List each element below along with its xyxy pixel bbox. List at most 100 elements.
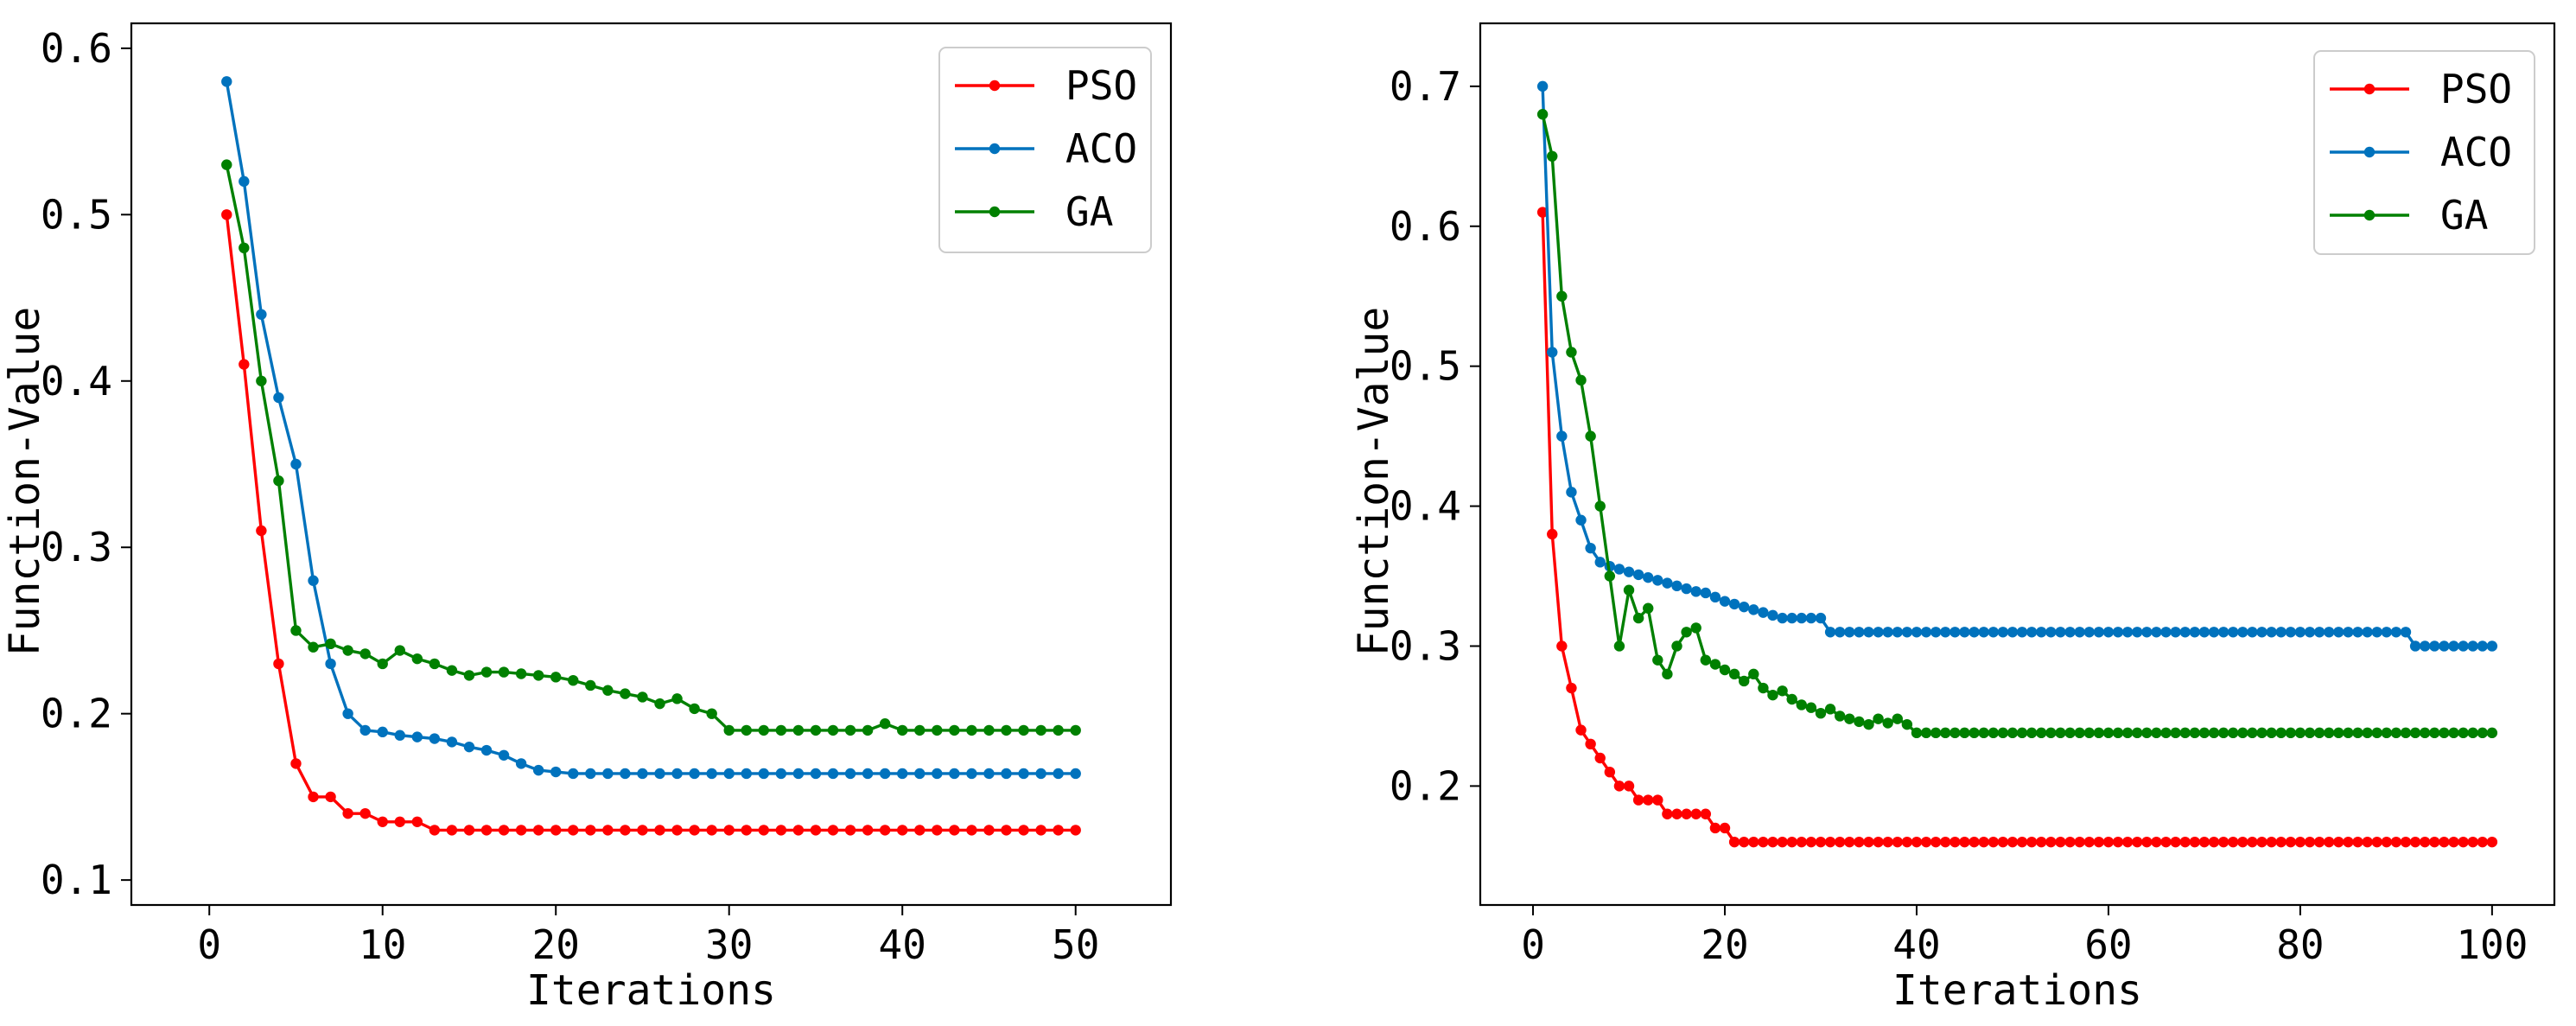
data-point-ga — [2151, 727, 2162, 739]
data-point-aco — [1959, 627, 1970, 638]
y-tick-label: 0.6 — [41, 25, 112, 72]
data-point-aco — [1681, 583, 1692, 595]
y-tick-label: 0.1 — [41, 857, 112, 903]
data-point-ga — [1834, 711, 1846, 722]
data-point-ga — [2458, 727, 2469, 739]
data-point-aco — [2151, 627, 2162, 638]
data-point-pso — [1930, 836, 1942, 848]
data-point-ga — [1681, 627, 1692, 638]
data-point-aco — [342, 708, 353, 719]
data-point-pso — [2208, 836, 2220, 848]
data-point-pso — [2275, 836, 2287, 848]
data-point-pso — [1978, 836, 1989, 848]
data-point-aco — [723, 768, 735, 780]
data-point-aco — [2083, 627, 2095, 638]
data-point-ga — [2285, 727, 2296, 739]
data-point-pso — [2074, 836, 2085, 848]
y-axis-label: Function-Value — [1, 307, 49, 657]
data-point-aco — [550, 766, 562, 778]
data-point-aco — [758, 768, 770, 780]
data-point-pso — [620, 825, 631, 836]
data-point-pso — [325, 791, 336, 803]
data-point-ga — [810, 724, 822, 736]
data-point-ga — [290, 625, 302, 636]
data-point-ga — [2198, 727, 2210, 739]
data-point-aco — [1575, 514, 1587, 526]
data-point-aco — [775, 768, 787, 780]
data-point-aco — [2343, 627, 2354, 638]
data-point-aco — [256, 309, 267, 320]
data-point-ga — [706, 708, 717, 719]
data-point-pso — [480, 825, 493, 836]
data-point-ga — [879, 718, 891, 730]
data-point-ga — [2371, 727, 2382, 739]
data-point-ga — [1940, 727, 1951, 739]
data-point-pso — [1815, 836, 1827, 848]
data-point-aco — [897, 768, 908, 780]
data-point-ga — [1758, 682, 1769, 694]
data-point-pso — [2285, 836, 2296, 848]
data-point-ga — [620, 688, 631, 699]
data-point-ga — [585, 679, 596, 691]
data-point-aco — [2217, 627, 2229, 638]
data-point-aco — [1815, 612, 1827, 624]
data-point-pso — [1892, 836, 1903, 848]
y-tick-label: 0.4 — [1390, 483, 1461, 530]
data-point-pso — [550, 825, 562, 836]
y-tick-label: 0.5 — [41, 191, 112, 238]
data-point-pso — [1652, 794, 1663, 806]
data-point-ga — [1786, 693, 1797, 705]
data-point-aco — [1863, 627, 1874, 638]
data-point-ga — [2448, 727, 2459, 739]
data-point-aco — [689, 768, 700, 780]
data-point-pso — [2189, 836, 2201, 848]
y-axis-label: Function-Value — [1350, 307, 1398, 657]
data-point-ga — [1585, 430, 1596, 442]
data-point-pso — [308, 791, 319, 803]
data-point-aco — [1536, 80, 1549, 92]
data-point-ga — [2007, 727, 2019, 739]
data-point-pso — [2419, 836, 2431, 848]
data-point-aco — [2074, 627, 2085, 638]
data-point-ga — [1854, 716, 1865, 728]
x-tick-label: 30 — [705, 921, 753, 968]
data-point-aco — [480, 744, 493, 756]
data-point-pso — [273, 658, 284, 670]
data-point-aco — [862, 768, 874, 780]
data-point-aco — [983, 768, 995, 780]
data-point-ga — [2429, 727, 2440, 739]
data-point-aco — [2179, 627, 2191, 638]
data-point-ga — [689, 703, 700, 715]
data-point-ga — [1911, 727, 1923, 739]
data-point-aco — [532, 764, 544, 776]
data-point-pso — [2141, 836, 2153, 848]
data-point-aco — [2160, 627, 2172, 638]
data-point-aco — [1854, 627, 1865, 638]
data-point-pso — [1575, 724, 1587, 736]
data-point-aco — [1671, 580, 1682, 592]
data-point-ga — [1920, 727, 1932, 739]
data-point-pso — [2016, 836, 2028, 848]
data-point-aco — [844, 768, 856, 780]
legend-marker-pso — [989, 80, 1001, 92]
data-point-pso — [1988, 836, 1999, 848]
data-point-aco — [1623, 566, 1635, 577]
data-point-aco — [1070, 768, 1081, 780]
data-point-aco — [1767, 609, 1778, 621]
y-tick-label: 0.3 — [41, 524, 112, 570]
data-point-aco — [1053, 768, 1064, 780]
data-point-pso — [2083, 836, 2095, 848]
data-point-ga — [1719, 664, 1731, 676]
data-point-ga — [2467, 727, 2478, 739]
data-point-ga — [2294, 727, 2306, 739]
data-point-ga — [1070, 724, 1081, 736]
data-point-ga — [2333, 727, 2344, 739]
data-point-aco — [1997, 627, 2009, 638]
series-ga — [221, 159, 1081, 736]
data-point-pso — [1949, 836, 1961, 848]
legend-box — [2313, 50, 2535, 255]
data-point-pso — [463, 825, 475, 836]
data-point-pso — [2429, 836, 2440, 848]
data-point-pso — [2409, 836, 2421, 848]
data-point-ga — [792, 724, 805, 736]
